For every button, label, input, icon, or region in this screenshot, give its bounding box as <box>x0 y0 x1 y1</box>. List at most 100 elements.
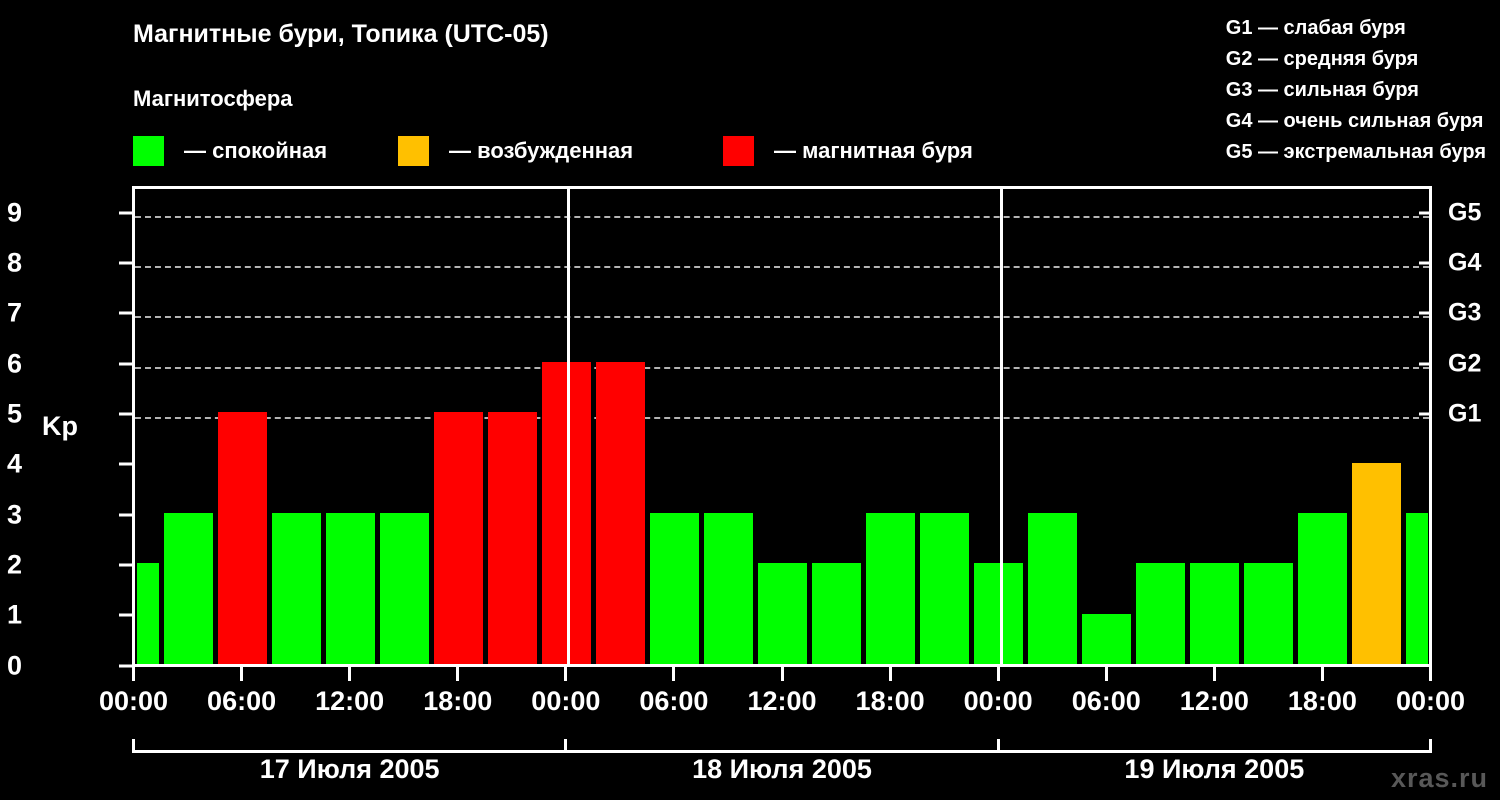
x-tick-mark-1 <box>240 667 244 681</box>
bar <box>433 412 483 664</box>
legend-label-storm: — магнитная буря <box>774 138 973 163</box>
page-title: Магнитные бури, Топика (UTC-05) <box>133 20 549 48</box>
date-bracket-2 <box>564 739 1000 753</box>
x-tick-mark-2 <box>348 667 352 681</box>
x-tick-label-1: 06:00 <box>207 686 277 716</box>
x-tick-mark-11 <box>1320 667 1324 681</box>
g-scale-row-2: G2 — средняя буря <box>1225 48 1419 70</box>
y-tick-label-3: 3 <box>6 499 22 530</box>
g-axis-label-G3: G3 <box>1448 298 1482 327</box>
x-tick-label-6: 12:00 <box>747 686 817 716</box>
x-tick-mark-4 <box>564 667 568 681</box>
date-label-3: 19 Июля 2005 <box>1124 754 1305 784</box>
x-tick-label-8: 00:00 <box>963 686 1033 716</box>
g-tick-mark-G5 <box>1419 211 1432 215</box>
bar <box>649 513 699 664</box>
bar <box>1082 613 1132 664</box>
bar <box>866 513 916 664</box>
legend-item-unsettled: — возбужденная <box>398 135 633 167</box>
x-tick-mark-0 <box>132 667 135 681</box>
legend-item-calm: — спокойная <box>133 135 327 167</box>
y-tick-mark-7 <box>119 311 132 315</box>
x-tick-mark-3 <box>456 667 460 681</box>
bar <box>325 513 375 664</box>
bar <box>487 412 537 664</box>
g-scale-legend: G1 — слабая буря G2 — средняя буря G3 — си… <box>1226 13 1486 168</box>
bar <box>1406 513 1429 664</box>
y-tick-mark-3 <box>119 513 132 517</box>
bar <box>1190 563 1240 664</box>
plot-inner <box>135 189 1429 664</box>
gridline-kp-9 <box>135 215 1429 218</box>
y-tick-label-6: 6 <box>6 348 22 379</box>
x-tick-mark-12 <box>1429 667 1432 681</box>
bar <box>271 513 321 664</box>
y-tick-mark-9 <box>119 211 132 215</box>
date-label-1: 17 Июля 2005 <box>259 754 440 784</box>
x-tick-label-0: 00:00 <box>98 686 169 716</box>
g-scale-row-1: G1 — слабая буря <box>1225 17 1406 39</box>
day-divider-1 <box>567 189 571 664</box>
x-tick-label-5: 06:00 <box>639 686 709 716</box>
legend-label-calm: — спокойная <box>184 138 328 163</box>
gridline-kp-5 <box>135 416 1429 419</box>
g-tick-mark-G2 <box>1419 362 1432 366</box>
y-tick-mark-8 <box>119 261 132 265</box>
bar <box>163 513 213 664</box>
x-tick-label-12: 00:00 <box>1395 686 1466 716</box>
date-bracket-3 <box>996 739 1432 753</box>
g-scale-row-4: G4 — очень сильная буря <box>1225 110 1484 132</box>
x-tick-mark-7 <box>888 667 892 681</box>
bar <box>757 563 807 664</box>
magnetosphere-heading: Магнитосфера <box>133 86 293 111</box>
y-tick-mark-5 <box>119 412 132 416</box>
legend-swatch-calm <box>133 136 164 166</box>
bar <box>812 563 862 664</box>
bar <box>974 563 1024 664</box>
bar <box>595 362 645 664</box>
g-axis-label-G4: G4 <box>1448 248 1482 277</box>
y-tick-label-7: 7 <box>6 297 22 328</box>
bar <box>217 412 267 664</box>
g-scale-row-3: G3 — сильная буря <box>1225 79 1419 101</box>
watermark: xras.ru <box>1390 763 1488 793</box>
bar <box>136 563 159 664</box>
y-tick-mark-4 <box>119 462 132 466</box>
y-tick-mark-0 <box>119 664 132 667</box>
y-tick-label-1: 1 <box>6 599 22 630</box>
gridline-kp-8 <box>135 265 1429 268</box>
y-tick-mark-1 <box>119 613 132 617</box>
y-axis-title: Kp <box>42 411 78 441</box>
y-tick-label-8: 8 <box>6 247 22 278</box>
date-bracket-1 <box>132 739 568 753</box>
x-tick-mark-5 <box>672 667 676 681</box>
x-tick-label-9: 06:00 <box>1071 686 1141 716</box>
bar <box>703 513 753 664</box>
g-axis-label-G5: G5 <box>1448 198 1482 227</box>
y-tick-label-0: 0 <box>6 650 22 680</box>
g-axis-label-G1: G1 <box>1448 399 1482 428</box>
g-tick-mark-G3 <box>1419 311 1432 315</box>
x-tick-label-3: 18:00 <box>423 686 493 716</box>
x-tick-label-11: 18:00 <box>1287 686 1357 716</box>
legend-item-storm: — магнитная буря <box>723 135 973 167</box>
plot-area <box>132 186 1432 667</box>
bar <box>541 362 591 664</box>
bar <box>1028 513 1078 664</box>
x-tick-mark-9 <box>1104 667 1108 681</box>
y-tick-label-9: 9 <box>6 197 22 228</box>
y-tick-mark-6 <box>119 362 132 366</box>
x-tick-label-4: 00:00 <box>531 686 601 716</box>
g-scale-row-5: G5 — экстремальная буря <box>1225 141 1486 163</box>
legend-swatch-storm <box>723 136 754 166</box>
bar <box>1298 513 1348 664</box>
g-axis-label-G2: G2 <box>1448 349 1482 378</box>
g-tick-mark-G1 <box>1419 412 1432 416</box>
legend-swatch-unsettled <box>398 136 429 166</box>
y-tick-label-5: 5 <box>6 398 22 429</box>
y-tick-mark-2 <box>119 563 132 567</box>
bar <box>920 513 970 664</box>
x-tick-label-7: 18:00 <box>855 686 925 716</box>
bar <box>379 513 429 664</box>
